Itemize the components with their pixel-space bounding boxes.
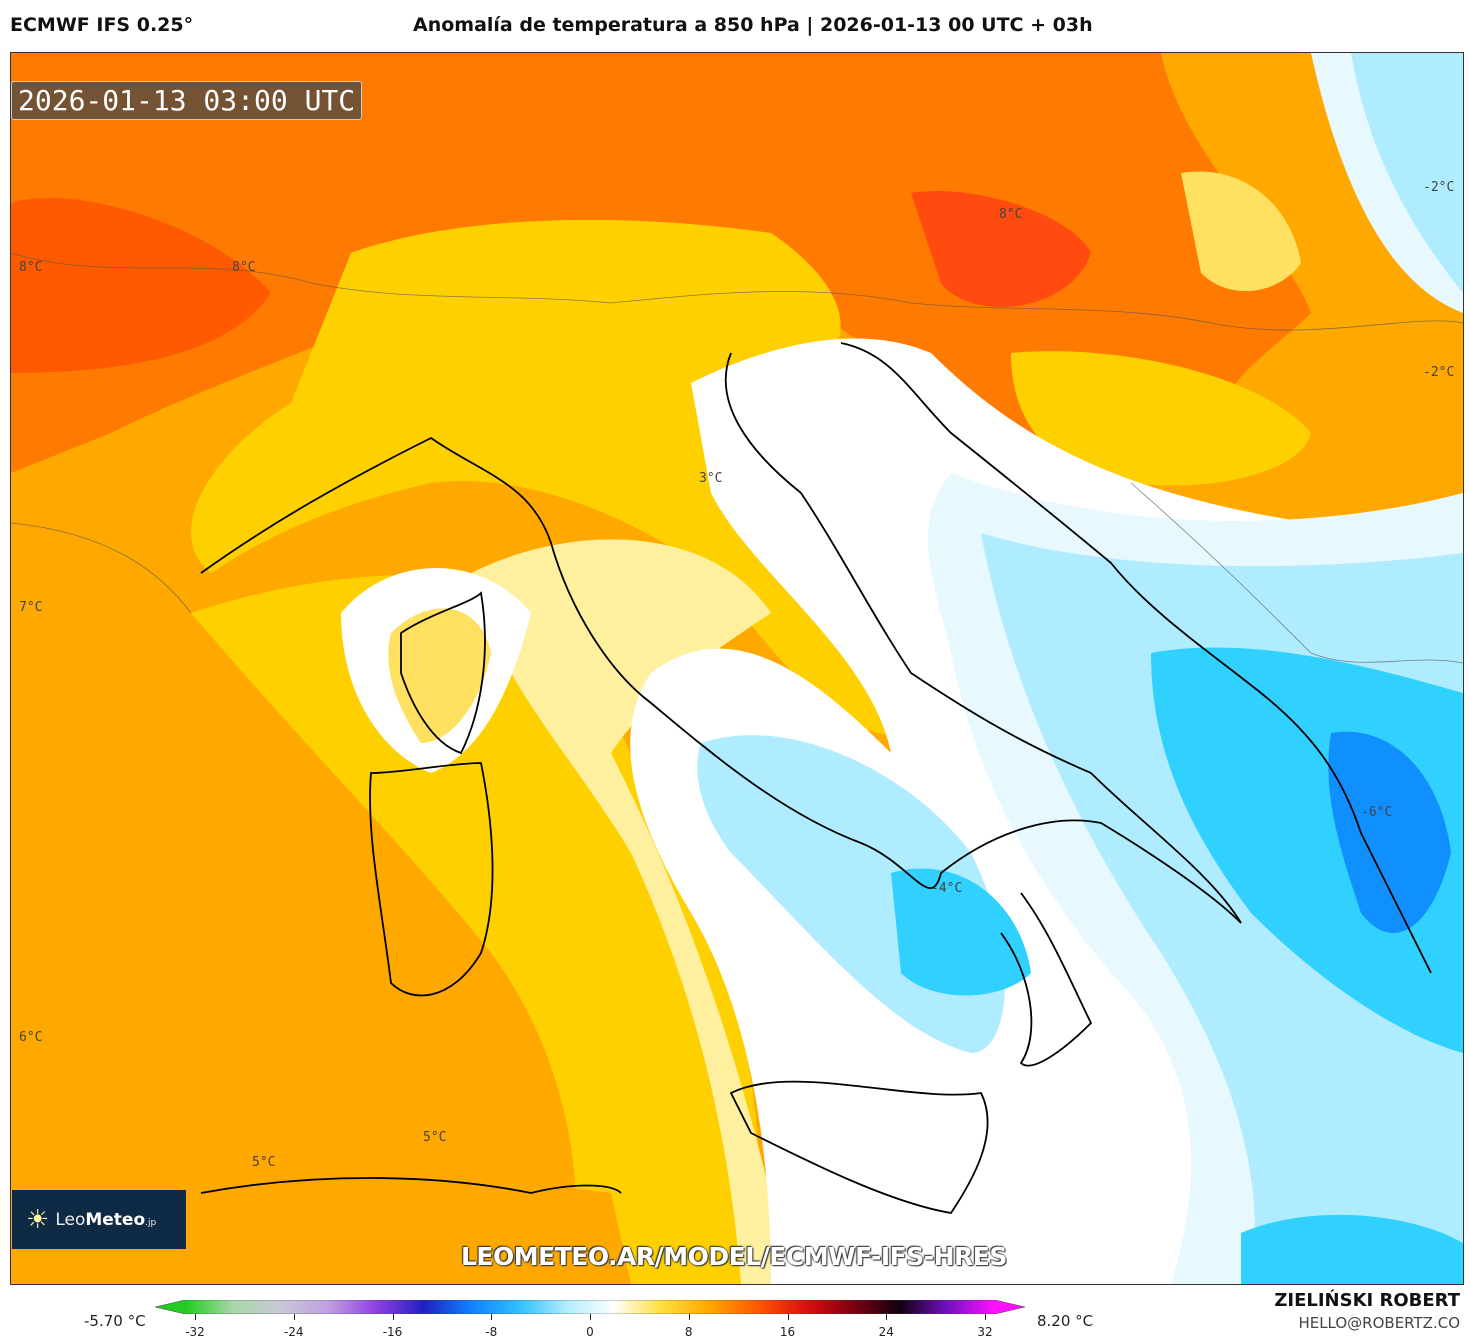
isotherm-label: 8°C	[999, 207, 1022, 222]
colorbar-tick	[392, 1314, 394, 1320]
author-name: ZIELIŃSKI ROBERT	[1274, 1290, 1460, 1311]
colorbar-tick	[688, 1314, 690, 1320]
colorbar-tick-label: 24	[878, 1325, 894, 1339]
isotherm-labels: 8°C 8°C 7°C 6°C 5°C 5°C 3°C 8°C -2°C -2°…	[19, 180, 1454, 1170]
min-value: -5.70 °C	[84, 1312, 146, 1330]
isotherm-label: 8°C	[19, 260, 42, 275]
colorbar-tick-label: 16	[779, 1325, 796, 1339]
isotherm-label: -6°C	[1361, 805, 1392, 820]
colorbar-tick-label: -24	[283, 1325, 304, 1339]
colorbar-tick	[985, 1314, 986, 1320]
colorbar-tick-label: 0	[586, 1325, 594, 1339]
leometeo-logo[interactable]: ☀ LeoMeteo.jp	[12, 1190, 186, 1249]
isotherm-label: -4°C	[931, 881, 962, 896]
colorbar-tick	[293, 1314, 295, 1320]
sun-icon: ☀	[26, 1204, 50, 1235]
colorbar-tick	[787, 1314, 789, 1320]
isotherm-label: -2°C	[1423, 365, 1454, 380]
isotherm-label: 5°C	[252, 1155, 275, 1170]
isotherm-label: 5°C	[423, 1130, 446, 1145]
colorbar-tick	[590, 1314, 591, 1320]
colorbar-tick-label: 32	[977, 1325, 993, 1339]
max-value: 8.20 °C	[1037, 1312, 1094, 1330]
isotherm-label: -2°C	[1423, 180, 1454, 195]
colorbar-tick	[195, 1314, 196, 1320]
colorbar-tick	[491, 1314, 493, 1320]
colorbar-tick-label: -16	[382, 1325, 403, 1339]
isotherm-label: 7°C	[19, 600, 42, 615]
chart-title: Anomalía de temperatura a 850 hPa | 2026…	[413, 14, 1093, 36]
isotherm-label: 8°C	[232, 260, 255, 275]
colorbar	[155, 1300, 1025, 1314]
colorbar-tick-label: -8	[485, 1325, 498, 1339]
url-watermark: LEOMETEO.AR/MODEL/ECMWF-IFS-HRES	[461, 1242, 1007, 1271]
isotherm-label: 6°C	[19, 1030, 42, 1045]
colorbar-tick	[886, 1314, 888, 1320]
colorbar-tick-label: -32	[185, 1325, 205, 1339]
author-email[interactable]: HELLO@ROBERTZ.CO	[1298, 1314, 1460, 1332]
valid-time-stamp: 2026-01-13 03:00 UTC	[11, 81, 363, 120]
isotherm-label: 3°C	[699, 471, 722, 486]
temperature-anomaly-map[interactable]: 8°C 8°C 7°C 6°C 5°C 5°C 3°C 8°C -2°C -2°…	[10, 52, 1464, 1285]
model-name: ECMWF IFS 0.25°	[10, 14, 194, 36]
map-field: 8°C 8°C 7°C 6°C 5°C 5°C 3°C 8°C -2°C -2°…	[11, 53, 1463, 1284]
colorbar-tick-label: 8	[684, 1325, 693, 1339]
